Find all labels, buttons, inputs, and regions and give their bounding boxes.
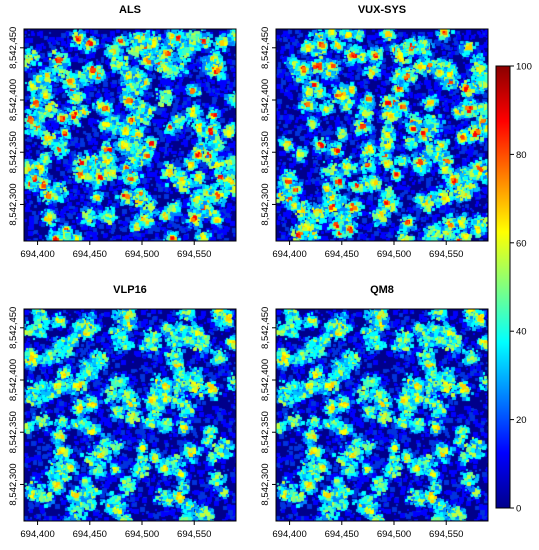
panel-title: VLP16 — [113, 284, 147, 296]
heatmap-raster — [24, 309, 236, 521]
x-tick-label: 694,550 — [177, 249, 211, 260]
y-tick-label: 8,542,450 — [260, 307, 271, 349]
y-tick-label: 8,542,400 — [260, 79, 271, 121]
x-tick-label: 694,400 — [20, 529, 54, 540]
colorbar-tick-label: 60 — [516, 238, 527, 249]
colorbar-tick-label: 100 — [516, 62, 532, 73]
colorbar-tick-label: 0 — [516, 504, 521, 515]
x-tick-label: 694,400 — [272, 249, 306, 260]
y-tick-label: 8,542,300 — [260, 463, 271, 505]
x-tick-label: 694,500 — [125, 249, 159, 260]
x-tick-label: 694,550 — [429, 249, 463, 260]
x-tick-label: 694,450 — [325, 529, 359, 540]
y-tick-label: 8,542,300 — [260, 183, 271, 225]
panel-frame — [275, 308, 489, 522]
panel-frame — [23, 28, 237, 242]
x-tick-label: 694,550 — [429, 529, 463, 540]
y-tick-label: 8,542,300 — [8, 463, 19, 505]
colorbar: 0 20 40 60 80 100 — [495, 62, 532, 515]
y-tick-label: 8,542,450 — [260, 27, 271, 69]
panel-vux-sys: VUX-SYS 694,400 694,450 694,500 694,550 8,542… — [260, 4, 489, 260]
y-tick-label: 8,542,350 — [8, 131, 19, 173]
y-tick-label: 8,542,450 — [8, 307, 19, 349]
panel-title: ALS — [119, 4, 141, 16]
y-tick-label: 8,542,400 — [8, 359, 19, 401]
x-tick-label: 694,400 — [272, 529, 306, 540]
panel-frame — [275, 28, 489, 242]
panel-title: VUX-SYS — [358, 4, 406, 16]
panel-title: QM8 — [370, 284, 394, 296]
y-tick-label: 8,542,350 — [8, 411, 19, 453]
y-tick-label: 8,542,400 — [260, 359, 271, 401]
panel-qm8: QM8 694,400 694,450 694,500 694,550 8,542,300… — [260, 284, 489, 540]
y-tick-label: 8,542,350 — [260, 131, 271, 173]
panel-als: ALS 694,400 694,450 694,500 694,550 8,542,300… — [8, 4, 237, 260]
y-tick-label: 8,542,450 — [8, 27, 19, 69]
x-tick-label: 694,500 — [377, 249, 411, 260]
colorbar-frame — [495, 65, 511, 509]
y-tick-label: 8,542,300 — [8, 183, 19, 225]
panel-frame — [23, 308, 237, 522]
x-tick-label: 694,450 — [73, 529, 107, 540]
heatmap-raster — [276, 309, 488, 521]
x-tick-label: 694,450 — [325, 249, 359, 260]
panel-vlp16: VLP16 694,400 694,450 694,500 694,550 8,542,3… — [8, 284, 237, 540]
x-tick-label: 694,400 — [20, 249, 54, 260]
colorbar-tick-label: 40 — [516, 327, 527, 338]
colorbar-tick-label: 20 — [516, 415, 527, 426]
y-tick-label: 8,542,350 — [260, 411, 271, 453]
x-tick-label: 694,550 — [177, 529, 211, 540]
y-tick-label: 8,542,400 — [8, 79, 19, 121]
heatmap-raster — [276, 29, 488, 241]
x-tick-label: 694,500 — [125, 529, 159, 540]
colorbar-tick-label: 80 — [516, 150, 527, 161]
colorbar-gradient — [496, 66, 510, 508]
heatmap-raster — [24, 29, 236, 241]
x-tick-label: 694,450 — [73, 249, 107, 260]
x-tick-label: 694,500 — [377, 529, 411, 540]
